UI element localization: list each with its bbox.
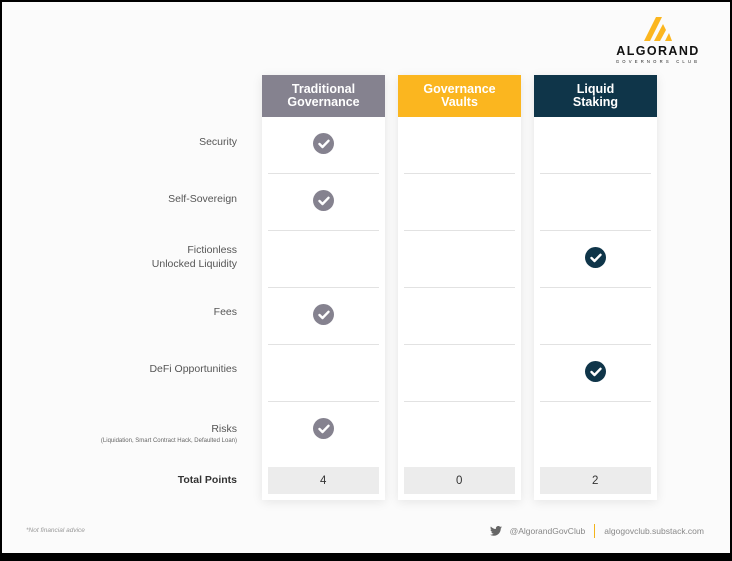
column-traditional-governance: Traditional Governance 4 — [262, 75, 385, 500]
check-circle-icon — [313, 133, 334, 154]
column-total: 0 — [404, 467, 515, 494]
check-circle-icon — [313, 304, 334, 325]
cell — [268, 231, 379, 288]
check-circle-icon — [585, 247, 606, 268]
row-label-risks-sub: (Liquidation, Smart Contract Hack, Defau… — [100, 438, 237, 444]
check-circle-icon — [585, 361, 606, 382]
row-label-fees: Fees — [213, 306, 237, 318]
brand-logo: ALGORAND GOVERNORS CLUB — [612, 16, 704, 64]
footer-divider — [594, 524, 596, 538]
brand-name: ALGORAND — [616, 44, 700, 58]
cell — [540, 345, 651, 402]
cell — [404, 174, 515, 231]
cell — [540, 288, 651, 345]
site-link[interactable]: algogovclub.substack.com — [604, 526, 704, 536]
cell — [268, 402, 379, 459]
cell — [268, 288, 379, 345]
row-label-liquidity-line2: Unlocked Liquidity — [151, 258, 237, 270]
row-label-security: Security — [199, 136, 237, 148]
twitter-bird-icon — [489, 526, 502, 536]
column-header: Governance Vaults — [398, 75, 521, 117]
cell — [540, 402, 651, 459]
row-label-liquidity-line1: Fictionless — [187, 244, 237, 256]
total-points-label: Total Points — [177, 474, 237, 486]
cell — [404, 231, 515, 288]
cell — [268, 345, 379, 402]
row-label-risks: Risks (Liquidation, Smart Contract Hack,… — [101, 422, 237, 446]
row-label-defi: DeFi Opportunities — [149, 363, 237, 375]
column-title: Liquid Staking — [572, 82, 619, 109]
cell — [540, 231, 651, 288]
cell — [404, 117, 515, 174]
cell — [404, 402, 515, 459]
row-label-risks-title: Risks — [211, 423, 237, 435]
cell — [268, 117, 379, 174]
row-label-self-sovereign: Self-Sovereign — [168, 193, 237, 205]
column-title: Traditional Governance — [287, 82, 360, 109]
column-title: Governance Vaults — [423, 82, 496, 109]
column-total: 4 — [268, 467, 379, 494]
check-circle-icon — [313, 190, 334, 211]
column-total: 2 — [540, 467, 651, 494]
cell — [404, 345, 515, 402]
column-header: Traditional Governance — [262, 75, 385, 117]
column-header: Liquid Staking — [534, 75, 657, 117]
cell — [540, 174, 651, 231]
cell — [404, 288, 515, 345]
column-governance-vaults: Governance Vaults 0 — [398, 75, 521, 500]
comparison-infographic: ALGORAND GOVERNORS CLUB Security Self-So… — [2, 2, 730, 553]
column-liquid-staking: Liquid Staking 2 — [534, 75, 657, 500]
cell — [540, 117, 651, 174]
check-circle-icon — [313, 418, 334, 439]
disclaimer: *Not financial advice — [26, 527, 85, 534]
algorand-logo-icon — [644, 17, 672, 41]
footer-links: @AlgorandGovClub algogovclub.substack.co… — [489, 524, 704, 538]
brand-tagline: GOVERNORS CLUB — [615, 59, 701, 64]
twitter-handle-link[interactable]: @AlgorandGovClub — [509, 526, 586, 536]
row-label-liquidity: Fictionless Unlocked Liquidity — [152, 243, 237, 271]
cell — [268, 174, 379, 231]
